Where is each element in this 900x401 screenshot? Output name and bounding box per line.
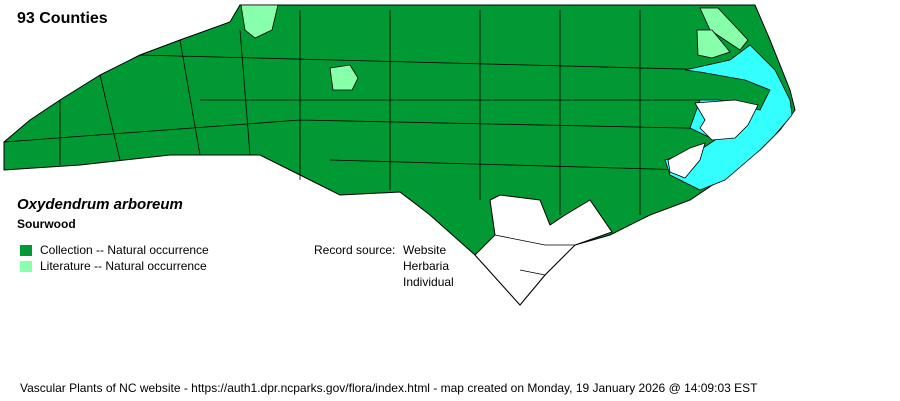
no-record-county-pamlico — [667, 142, 706, 179]
legend-label: Collection -- Natural occurrence — [40, 243, 209, 257]
record-source-label: Record source: — [314, 243, 396, 257]
legend-item-literature: Literature -- Natural occurrence — [20, 259, 207, 273]
literature-county-ne2 — [696, 29, 731, 59]
record-source-item: Website — [403, 243, 447, 257]
no-record-counties-southeast — [474, 194, 613, 306]
legend-swatch-literature — [20, 260, 32, 272]
county-lines — [3, 10, 781, 276]
literature-county-central — [329, 64, 359, 91]
record-source-item: Herbaria — [403, 259, 450, 273]
scientific-name: Oxydendrum arboreum — [17, 196, 183, 213]
literature-county-nw — [240, 4, 279, 39]
legend-label: Literature -- Natural occurrence — [40, 259, 207, 273]
record-source-list: Website Herbaria Individual — [403, 242, 454, 290]
county-count: 93 Counties — [17, 10, 108, 27]
legend-swatch-collection — [20, 244, 32, 256]
no-record-county-beaufort — [694, 99, 759, 141]
footer-credit: Vascular Plants of NC website - https://… — [20, 381, 758, 395]
common-name: Sourwood — [17, 217, 76, 231]
legend-item-collection: Collection -- Natural occurrence — [20, 243, 209, 257]
record-source-item: Individual — [403, 275, 454, 289]
